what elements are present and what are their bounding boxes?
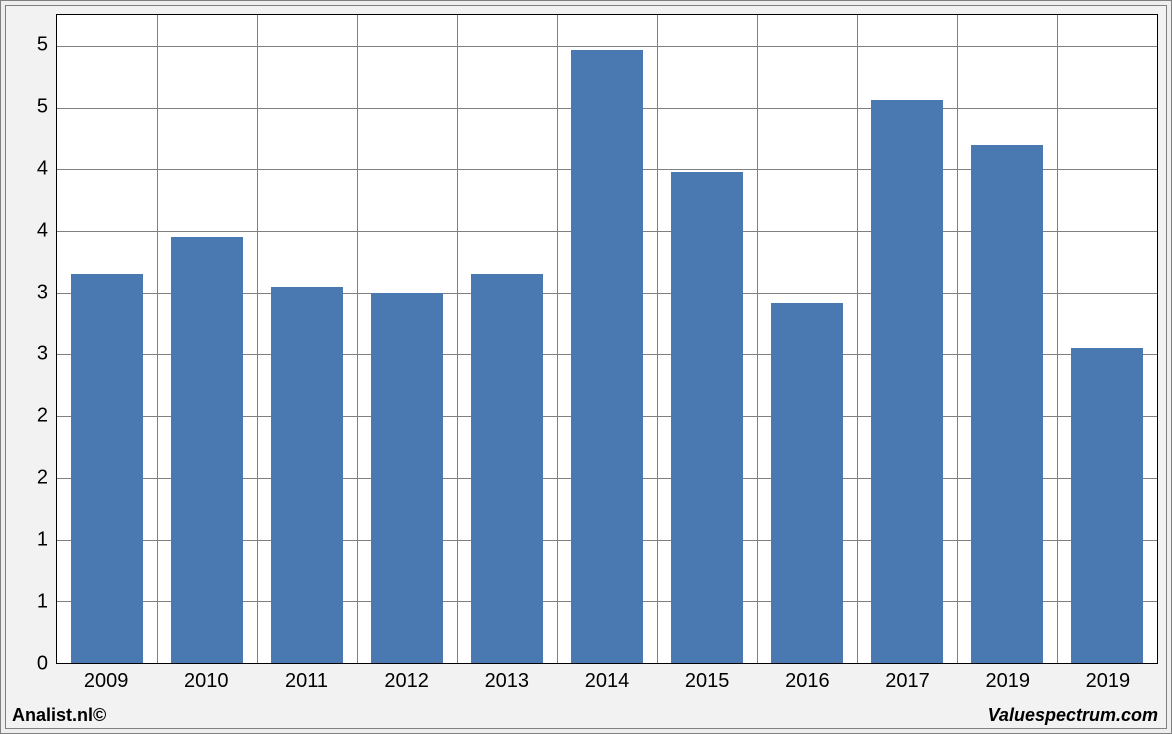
y-tick-label: 3 [37, 343, 48, 366]
vgridline [157, 15, 158, 663]
footer-right-credit: Valuespectrum.com [988, 705, 1158, 726]
bar [671, 172, 743, 663]
bar [571, 50, 643, 663]
y-tick-label: 3 [37, 281, 48, 304]
x-tick-label: 2014 [585, 670, 630, 693]
chart-frame-outer: 0 1 1 2 2 3 3 4 4 5 5 2009 2010 2011 2012 2013 2014 2015 2… [0, 0, 1172, 734]
x-tick-label: 2013 [485, 670, 530, 693]
y-tick-label: 4 [37, 219, 48, 242]
x-tick-label: 2017 [885, 670, 930, 693]
y-tick-label: 0 [37, 653, 48, 676]
y-tick-label: 4 [37, 157, 48, 180]
vgridline [557, 15, 558, 663]
x-tick-label: 2015 [685, 670, 730, 693]
vgridline [257, 15, 258, 663]
bar [871, 100, 943, 663]
x-tick-label: 2012 [384, 670, 429, 693]
vgridline [757, 15, 758, 663]
y-tick-label: 5 [37, 33, 48, 56]
bar [71, 274, 143, 663]
bar [171, 237, 243, 663]
bar [271, 287, 343, 663]
x-tick-label: 2019 [985, 670, 1030, 693]
x-tick-label: 2016 [785, 670, 830, 693]
plot-wrap: 0112233445520092010201120122013201420152… [56, 14, 1158, 664]
bar [971, 145, 1043, 663]
vgridline [1057, 15, 1058, 663]
vgridline [657, 15, 658, 663]
hgridline [57, 46, 1157, 47]
vgridline [357, 15, 358, 663]
x-tick-label: 2019 [1086, 670, 1131, 693]
y-tick-label: 5 [37, 95, 48, 118]
y-tick-label: 2 [37, 405, 48, 428]
x-tick-label: 2009 [84, 670, 129, 693]
chart-frame-inner: 0 1 1 2 2 3 3 4 4 5 5 2009 2010 2011 2012 2013 2014 2015 2… [5, 5, 1167, 729]
bar [771, 303, 843, 663]
vgridline [957, 15, 958, 663]
plot-area [56, 14, 1158, 664]
bar [471, 274, 543, 663]
x-tick-label: 2010 [184, 670, 229, 693]
y-tick-label: 1 [37, 529, 48, 552]
footer-left-credit: Analist.nl© [12, 705, 106, 726]
vgridline [857, 15, 858, 663]
vgridline [457, 15, 458, 663]
y-tick-label: 2 [37, 467, 48, 490]
bar [371, 293, 443, 663]
x-tick-label: 2011 [285, 670, 328, 693]
y-tick-label: 1 [37, 591, 48, 614]
bar [1071, 348, 1143, 663]
